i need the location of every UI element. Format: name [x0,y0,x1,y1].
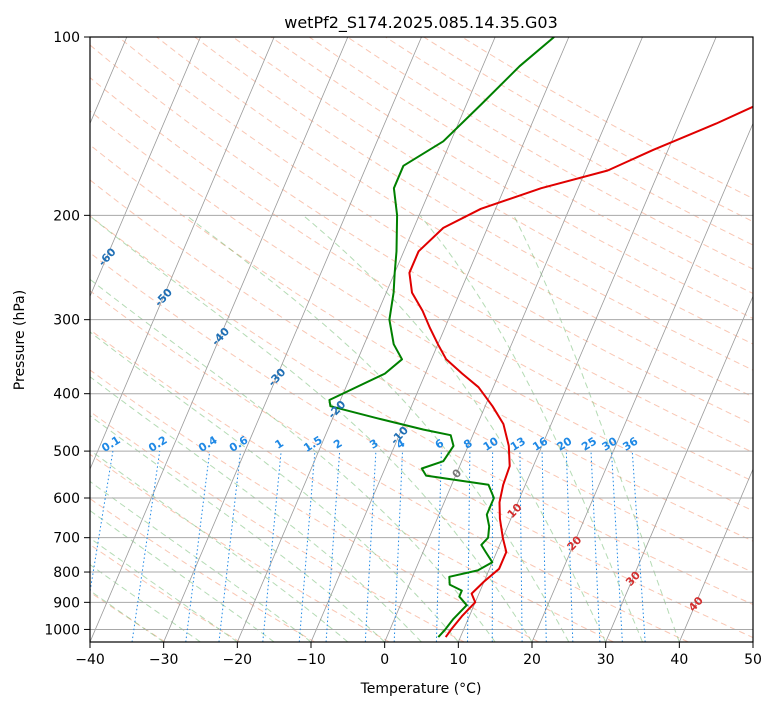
dry-adiabat [90,369,540,642]
dry-adiabat [90,252,753,639]
mixing-ratio-line [218,451,242,642]
y-tick-label: 600 [53,491,80,507]
moist-adiabat [90,215,533,642]
isotherm [90,37,275,471]
x-tick-label: 10 [449,652,467,668]
y-tick-label: 500 [53,444,80,460]
x-tick-label: 20 [523,652,541,668]
x-tick-label: 0 [380,652,389,668]
temperature-line [408,105,753,638]
x-tick-label: −20 [223,652,253,668]
moist-adiabat [90,509,275,642]
y-tick-label: 900 [53,595,80,611]
isotherm [678,468,753,642]
dry-adiabat [90,215,753,606]
moist-adiabat [90,480,312,642]
dry-adiabat [232,37,753,345]
grid-layer [90,37,753,642]
x-tick-label: −10 [296,652,326,668]
y-tick-label: 300 [53,313,80,329]
isotherm [384,37,643,642]
mixing-ratio-line [90,451,114,595]
dry-adiabat [90,179,753,573]
dry-adiabat [90,44,753,453]
x-tick-label: −40 [75,652,105,668]
x-tick-label: 40 [670,652,688,668]
y-axis: 100 200 300 400 500 600 700 800 900 1000 [44,30,90,638]
moist-adiabat [90,589,164,642]
series-layer [328,37,753,638]
moist-adiabat [419,214,643,642]
dewpoint-line [328,37,555,638]
isotherm [90,37,349,642]
moist-adiabat [90,564,201,642]
y-axis-label: Pressure (hPa) [12,290,28,390]
dry-adiabat [90,453,390,642]
moist-adiabat [513,215,680,642]
isotherm [457,37,717,642]
plot-frame [89,36,754,643]
moist-adiabat [90,331,459,642]
x-axis-label: Temperature (°C) [360,681,482,697]
y-tick-label: 800 [53,565,80,581]
chart-title: wetPf2_S174.2025.085.14.35.G03 [284,13,558,33]
moist-adiabat [90,449,349,642]
mixing-ratio-line [131,451,161,642]
isotherm [163,37,422,642]
isotherm [605,295,753,642]
y-tick-label: 700 [53,531,80,547]
moist-adiabat [90,376,422,642]
moist-adiabat [302,214,607,642]
x-tick-label: 30 [597,652,615,668]
x-tick-label: 50 [744,652,762,668]
dry-adiabat [90,498,315,642]
moist-adiabat [90,278,496,642]
dry-adiabat [90,329,614,642]
y-tick-label: 100 [53,30,80,46]
dry-adiabat [90,76,753,482]
isotherm [531,122,753,642]
dry-adiabat [90,110,753,512]
isotherm [236,37,496,642]
dry-adiabat [194,37,753,371]
dry-adiabat [90,144,753,542]
moist-adiabat [90,415,386,642]
isotherm [90,37,201,298]
x-axis: −40 −30 −20 −10 0 10 20 30 40 50 [75,642,762,668]
moist-adiabat [90,537,238,642]
x-tick-label: −30 [149,652,179,668]
isotherm [310,37,570,642]
y-tick-label: 1000 [44,622,80,638]
y-tick-label: 200 [53,208,80,224]
mixing-ratio-line [185,451,211,642]
y-tick-label: 400 [53,387,80,403]
